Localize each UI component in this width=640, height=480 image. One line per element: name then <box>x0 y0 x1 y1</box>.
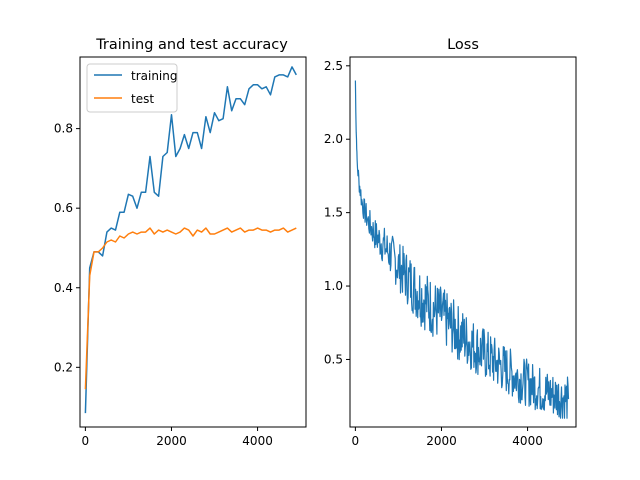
loss-x-tick-label: 2000 <box>426 434 457 448</box>
loss-y-tick-label: 2.0 <box>324 132 343 146</box>
accuracy-x-tick-label: 0 <box>82 434 90 448</box>
accuracy-x-tick-label: 4000 <box>242 434 273 448</box>
loss-series-line-0 <box>354 80 570 419</box>
accuracy-y-tick-label: 0.8 <box>54 122 73 136</box>
legend-label-training: training <box>131 69 178 83</box>
accuracy-x-tick-label: 2000 <box>156 434 187 448</box>
accuracy-plot-frame <box>79 56 307 428</box>
loss-y-tick-label: 2.5 <box>324 59 343 73</box>
loss-x-tick-label: 0 <box>352 434 360 448</box>
legend-box <box>86 63 178 113</box>
accuracy-x-axis: 0 2000 4000 <box>82 427 273 448</box>
loss-y-axis: 0.5 1.0 1.5 2.0 2.5 <box>324 59 350 366</box>
legend-label-test: test <box>131 92 154 106</box>
accuracy-chart-title: Training and test accuracy <box>95 37 288 53</box>
loss-x-tick-label: 4000 <box>512 434 543 448</box>
accuracy-y-tick-label: 0.6 <box>54 201 73 215</box>
accuracy-series-line-test <box>84 227 297 390</box>
loss-y-tick-label: 1.0 <box>324 279 343 293</box>
accuracy-y-tick-label: 0.4 <box>54 281 73 295</box>
loss-y-tick-label: 0.5 <box>324 352 343 366</box>
accuracy-chart: Training and test accuracy 0 2000 4000 0.2… <box>54 37 307 448</box>
accuracy-series-lines <box>84 66 297 414</box>
accuracy-legend: training test <box>86 63 178 113</box>
loss-x-axis: 0 2000 4000 <box>352 427 543 448</box>
accuracy-y-axis: 0.2 0.4 0.6 0.8 <box>54 122 80 374</box>
loss-chart: Loss 0 2000 4000 0.5 1.0 1.5 2.0 2.5 <box>324 37 577 448</box>
loss-chart-title: Loss <box>447 37 479 53</box>
accuracy-series-line-training <box>84 66 297 414</box>
accuracy-y-tick-label: 0.2 <box>54 360 73 374</box>
loss-series-lines <box>354 80 570 419</box>
loss-plot-frame <box>349 56 577 428</box>
loss-y-tick-label: 1.5 <box>324 206 343 220</box>
